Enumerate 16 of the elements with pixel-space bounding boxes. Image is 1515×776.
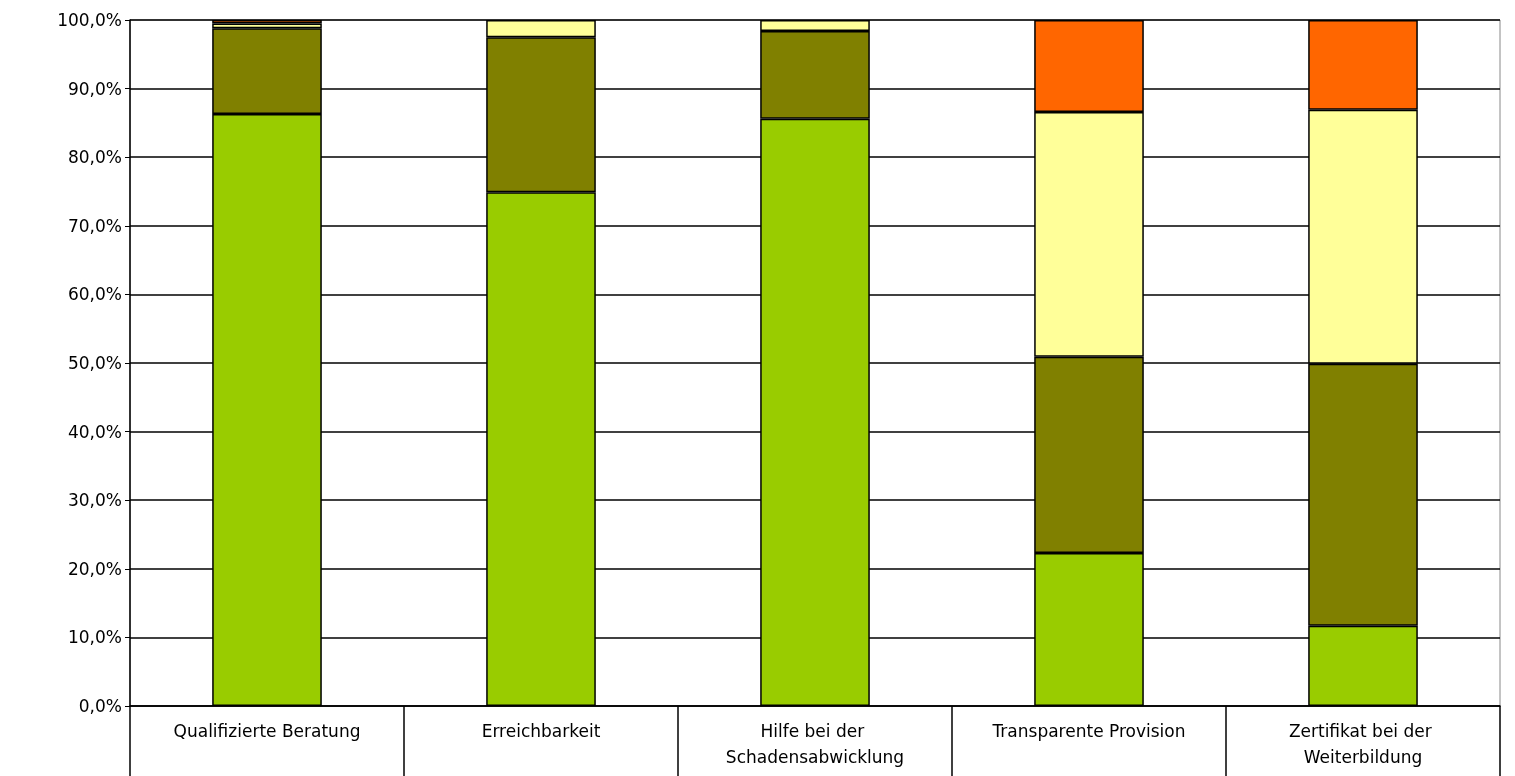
y-tick-label: 90,0% bbox=[67, 78, 122, 99]
y-tick-label: 70,0% bbox=[67, 215, 122, 236]
y-tick-label: 60,0% bbox=[67, 284, 122, 305]
y-tick-label: 20,0% bbox=[67, 558, 122, 579]
x-tick-label: Qualifizierte Beratung bbox=[173, 721, 361, 741]
y-tick-label: 40,0% bbox=[67, 421, 122, 442]
x-tick-label: Erreichbarkeit bbox=[481, 721, 601, 741]
x-tick-label: Transparente Provision bbox=[991, 721, 1186, 741]
y-tick-label: 80,0% bbox=[67, 147, 122, 168]
y-tick-label: 50,0% bbox=[67, 353, 122, 373]
y-tick-label: 0,0% bbox=[78, 696, 122, 716]
x-tick-label: Hilfe bei der Schadensabwicklung bbox=[725, 721, 905, 767]
y-tick-label: 10,0% bbox=[67, 627, 122, 648]
x-tick-label: Zertifikat bei der Weiterbildung bbox=[1288, 721, 1438, 767]
y-tick-label: 30,0% bbox=[67, 490, 122, 511]
y-tick-label: 100,0% bbox=[57, 10, 122, 30]
